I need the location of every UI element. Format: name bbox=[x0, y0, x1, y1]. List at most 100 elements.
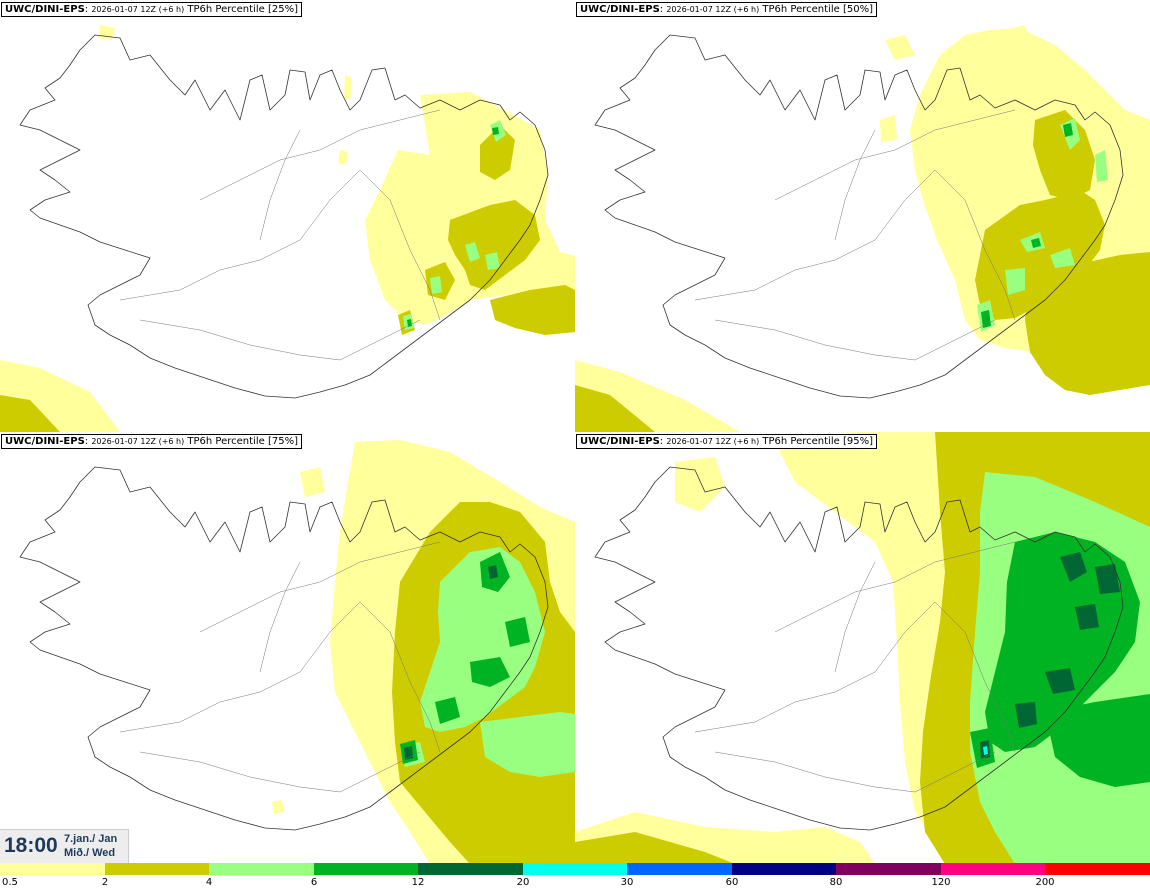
road-line bbox=[774, 541, 1016, 633]
legend-swatch bbox=[105, 863, 209, 875]
precip-area bbox=[448, 200, 540, 290]
precip-area bbox=[1025, 252, 1150, 395]
coastline bbox=[19, 466, 549, 831]
precip-area bbox=[488, 565, 498, 579]
precip-area bbox=[338, 150, 348, 165]
precip-area bbox=[1045, 668, 1075, 694]
map-panel-p75: UWC/DINI-EPS: 2026-01-07 12Z (+6 h) TP6h… bbox=[0, 432, 575, 864]
precip-area bbox=[344, 75, 352, 100]
precip-area bbox=[0, 395, 60, 432]
precip-area bbox=[1095, 564, 1120, 594]
legend-swatch bbox=[836, 863, 941, 875]
road-line bbox=[139, 751, 421, 793]
legend-swatch bbox=[732, 863, 836, 875]
precip-area bbox=[575, 832, 735, 864]
precip-area bbox=[1060, 552, 1087, 582]
precip-area bbox=[300, 467, 325, 497]
precip-area bbox=[492, 127, 499, 135]
legend-label: 60 bbox=[725, 877, 739, 888]
precip-area bbox=[470, 657, 510, 687]
road-line bbox=[774, 109, 1016, 201]
precip-area bbox=[480, 125, 515, 180]
precip-area bbox=[1050, 248, 1075, 268]
precip-area bbox=[407, 319, 412, 327]
precip-area bbox=[1031, 238, 1041, 248]
precip-area bbox=[430, 276, 442, 294]
valid-time: 18:00 bbox=[4, 834, 58, 857]
precip-area bbox=[98, 25, 115, 40]
legend-label: 4 bbox=[205, 877, 213, 888]
road-line bbox=[259, 561, 301, 673]
precip-area bbox=[505, 617, 530, 647]
road-line bbox=[199, 541, 441, 633]
legend-swatch bbox=[941, 863, 1045, 875]
panel-title: UWC/DINI-EPS: 2026-01-07 12Z (+6 h) TP6h… bbox=[1, 434, 302, 449]
road-line bbox=[934, 601, 1016, 753]
precip-area bbox=[1045, 694, 1150, 787]
legend-swatch bbox=[418, 863, 523, 875]
road-line bbox=[714, 751, 996, 793]
precip-area bbox=[465, 242, 480, 262]
precip-area bbox=[435, 697, 460, 724]
precip-area bbox=[1005, 25, 1030, 48]
precip-area bbox=[1005, 268, 1025, 295]
legend-label: 12 bbox=[411, 877, 425, 888]
road-line bbox=[714, 319, 996, 361]
precip-area bbox=[575, 385, 655, 432]
road-line bbox=[119, 601, 361, 733]
panel-title: UWC/DINI-EPS: 2026-01-07 12Z (+6 h) TP6h… bbox=[1, 2, 302, 17]
road-line bbox=[359, 169, 441, 321]
legend-swatch bbox=[627, 863, 732, 875]
precip-map bbox=[0, 25, 575, 432]
legend-swatch bbox=[523, 863, 627, 875]
precip-map bbox=[575, 432, 1150, 864]
legend-label: 120 bbox=[931, 877, 951, 888]
road-line bbox=[259, 129, 301, 241]
road-line bbox=[834, 561, 876, 673]
legend-swatch bbox=[0, 863, 105, 875]
precip-area bbox=[420, 547, 545, 732]
road-line bbox=[934, 169, 1016, 321]
precip-area bbox=[485, 252, 500, 270]
coastline bbox=[594, 466, 1124, 831]
precip-area bbox=[1033, 110, 1095, 200]
road-line bbox=[694, 601, 936, 733]
road-line bbox=[139, 319, 421, 361]
precip-area bbox=[675, 457, 725, 512]
legend-label: 200 bbox=[1035, 877, 1055, 888]
precip-area bbox=[1015, 702, 1037, 728]
precip-area bbox=[1095, 150, 1108, 182]
road-line bbox=[694, 169, 936, 301]
panel-title: UWC/DINI-EPS: 2026-01-07 12Z (+6 h) TP6h… bbox=[576, 2, 877, 17]
precip-area bbox=[272, 800, 284, 814]
valid-time-box: 18:00 7.jan./ Jan Mið./ Wed bbox=[0, 829, 129, 863]
map-panel-p25: UWC/DINI-EPS: 2026-01-07 12Z (+6 h) TP6h… bbox=[0, 0, 575, 432]
valid-date: 7.jan./ Jan bbox=[64, 833, 118, 845]
road-line bbox=[834, 129, 876, 241]
coastline bbox=[594, 34, 1124, 399]
legend-swatch bbox=[314, 863, 418, 875]
precip-area bbox=[365, 92, 575, 325]
legend-swatch bbox=[209, 863, 314, 875]
valid-weekday: Mið./ Wed bbox=[64, 847, 116, 859]
precip-area bbox=[885, 35, 915, 60]
panel-title: UWC/DINI-EPS: 2026-01-07 12Z (+6 h) TP6h… bbox=[576, 434, 877, 449]
precip-area bbox=[480, 712, 575, 777]
precip-area bbox=[490, 285, 575, 335]
precip-map bbox=[575, 25, 1150, 432]
legend-label: 80 bbox=[829, 877, 843, 888]
precip-area bbox=[880, 115, 897, 142]
map-panel-p95: UWC/DINI-EPS: 2026-01-07 12Z (+6 h) TP6h… bbox=[575, 432, 1150, 864]
road-line bbox=[359, 601, 441, 753]
road-line bbox=[199, 109, 441, 201]
legend-label: 2 bbox=[101, 877, 109, 888]
legend-label: 6 bbox=[310, 877, 318, 888]
precip-area bbox=[983, 746, 988, 755]
coastline bbox=[19, 34, 549, 399]
precip-area bbox=[1075, 604, 1099, 630]
legend-swatch bbox=[1045, 863, 1150, 875]
road-line bbox=[119, 169, 361, 301]
map-panel-p50: UWC/DINI-EPS: 2026-01-07 12Z (+6 h) TP6h… bbox=[575, 0, 1150, 432]
legend-label: 0.5 bbox=[2, 877, 18, 888]
legend-label: 30 bbox=[620, 877, 634, 888]
